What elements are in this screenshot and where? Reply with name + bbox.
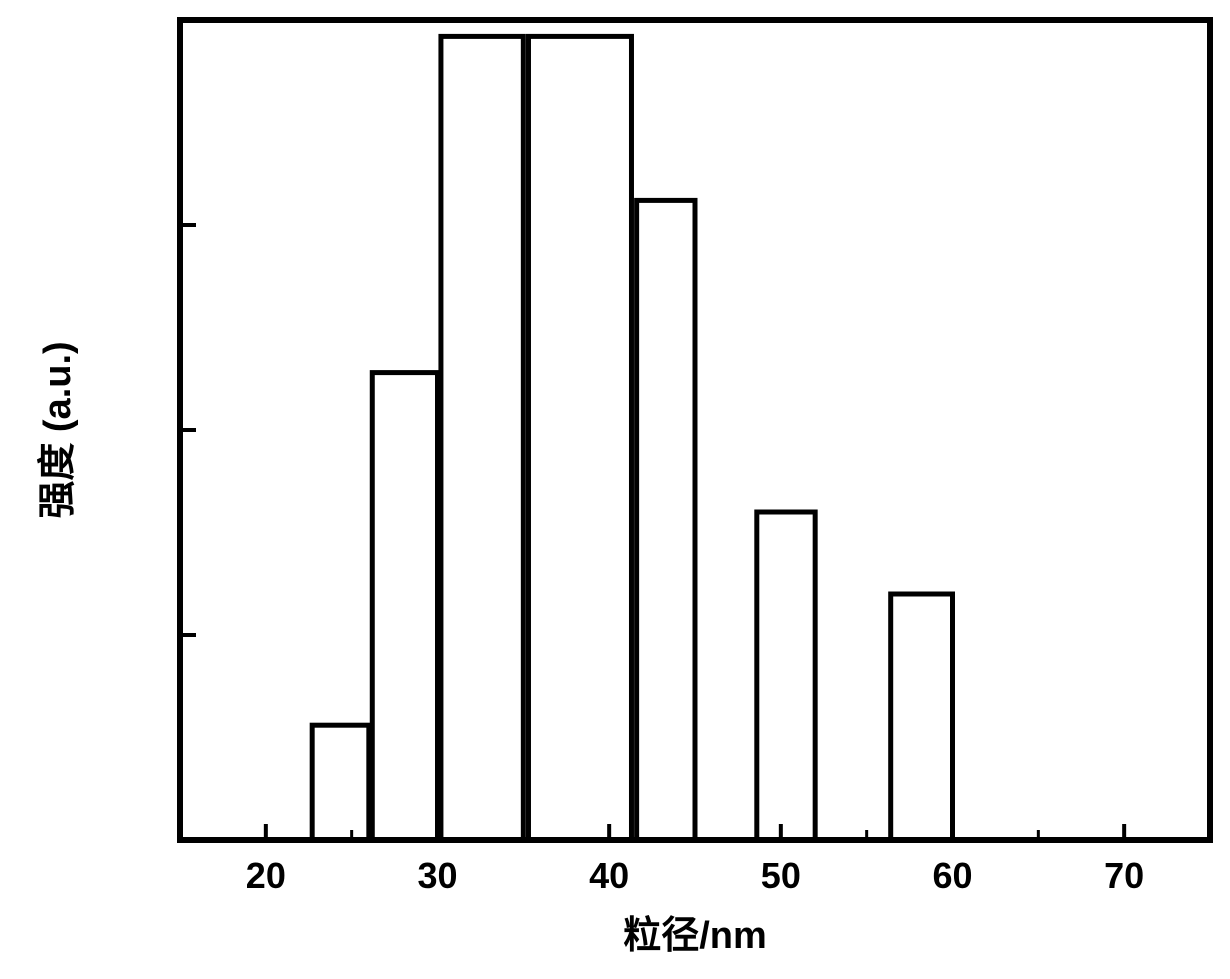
bar-1 — [372, 373, 437, 840]
bar-4 — [637, 200, 695, 840]
bar-3 — [528, 36, 631, 840]
x-tick-label: 50 — [761, 855, 801, 896]
x-tick-label: 30 — [417, 855, 457, 896]
histogram-chart: 20 30 40 50 60 70 粒径/nm 强度 (a.u.) — [0, 0, 1230, 974]
bar-2 — [441, 36, 523, 840]
bar-5 — [757, 512, 815, 840]
x-axis-label: 粒径/nm — [623, 915, 767, 957]
y-axis-label: 强度 (a.u.) — [37, 341, 79, 518]
x-tick-label: 40 — [589, 855, 629, 896]
x-tick-label: 20 — [246, 855, 286, 896]
bar-6 — [891, 594, 953, 840]
bar-0 — [312, 725, 369, 840]
x-tick-label: 60 — [932, 855, 972, 896]
x-tick-label: 70 — [1104, 855, 1144, 896]
